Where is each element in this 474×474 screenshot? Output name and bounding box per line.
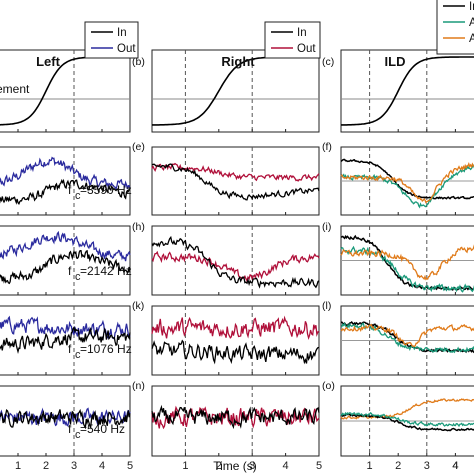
left-in-r1 <box>0 178 131 206</box>
freq-f-0: f <box>68 183 72 197</box>
legend-ild-label-0: In <box>469 1 474 13</box>
left-out-r2 <box>0 230 131 262</box>
legend-ild-label-2: AC <box>469 33 474 45</box>
axes-box-r0c0 <box>0 49 131 133</box>
panel-label-8: (n) <box>132 380 145 392</box>
freq-value-1: =2142 Hz <box>80 264 132 278</box>
movement-curve-c2 <box>341 56 474 126</box>
xtick-label-c1-1: 1 <box>182 460 188 472</box>
legend-left-label-0: In <box>117 27 127 39</box>
axes-box-r2c0 <box>0 225 131 296</box>
panel-label-7: (l) <box>322 300 331 312</box>
xtick-label-c2-4b: 4 <box>452 460 458 472</box>
xtick-label-c1-3: 3 <box>249 460 255 472</box>
ild-in-r1 <box>340 158 474 200</box>
freq-f-2: f <box>68 342 72 356</box>
title-ild: ILD <box>385 54 406 69</box>
panel-label-2: (e) <box>132 141 145 153</box>
axes-box-r4c1 <box>151 385 320 457</box>
xtick-label-c1-2: 2 <box>216 460 222 472</box>
xtick-label-c0-4: 4 <box>99 460 105 472</box>
left-out-r4 <box>0 407 131 427</box>
title-left: Left <box>36 54 61 69</box>
xtick-label-c2-4: 4 <box>452 460 458 472</box>
xtick-label-c0-1: 1 <box>15 460 21 472</box>
xtick-label-c0-2: 2 <box>43 460 49 472</box>
ild-ad-r4 <box>340 411 474 428</box>
axes-box-r1c1 <box>151 146 320 216</box>
freq-c-1: c <box>75 271 81 283</box>
legend-right-label-0: In <box>297 27 307 39</box>
left-in-r3 <box>0 325 131 354</box>
legend-ild: In AD AC <box>436 0 474 55</box>
panel-label-3: (f) <box>322 141 332 153</box>
legend-ild-box <box>436 0 474 55</box>
legend-right: In Out <box>264 21 321 59</box>
xtick-label-c2-2: 2 <box>395 460 401 472</box>
title-right: Right <box>221 54 255 69</box>
freq-c-3: c <box>75 429 81 441</box>
right-out-r1 <box>151 162 320 182</box>
axes-box-r4c0 <box>0 385 131 457</box>
right-in-r4 <box>151 404 320 430</box>
right-in-r1 <box>151 163 320 201</box>
xtick-label-c1-5: 5 <box>316 460 322 472</box>
series-layer <box>0 56 474 432</box>
legend-right-label-1: Out <box>297 43 316 55</box>
panel-label-1: (c) <box>322 56 334 68</box>
xtick-label-c0-5: 5 <box>127 460 133 472</box>
panel-label-0: (b) <box>132 56 145 68</box>
left-in-r4 <box>0 408 131 430</box>
left-in-r2 <box>0 249 131 285</box>
panel-label-9: (o) <box>322 380 335 392</box>
freq-c-0: c <box>75 190 81 202</box>
x-axis-label: Time (s) <box>213 459 257 473</box>
right-out-r3 <box>151 315 320 341</box>
freq-f-1: f <box>68 264 72 278</box>
right-in-r2 <box>151 235 320 289</box>
xtick-label-c2-1: 1 <box>367 460 373 472</box>
panel-label-5: (i) <box>322 221 331 233</box>
movement-label: ement <box>0 82 30 96</box>
right-in-r3 <box>151 339 320 365</box>
xtick-label-c1-4: 4 <box>283 460 289 472</box>
legend-left-box <box>84 21 139 59</box>
ild-in-r2 <box>340 234 474 291</box>
panel-label-6: (k) <box>132 300 144 312</box>
axes-box-r3c1 <box>151 305 320 376</box>
freq-value-2: =1076 Hz <box>80 342 132 356</box>
freq-value-3: =540 Hz <box>80 422 125 436</box>
axes-layer <box>0 49 474 457</box>
axes-box-r0c1 <box>151 49 320 133</box>
right-out-r4 <box>151 405 320 430</box>
axes-box-r3c0 <box>0 305 131 376</box>
panel-label-4: (h) <box>132 221 145 233</box>
axes-box-r0c2 <box>340 49 474 133</box>
axes-box-r1c0 <box>0 146 131 216</box>
left-out-r1 <box>0 156 131 191</box>
ild-ac-r2 <box>340 244 474 281</box>
legend-right-box <box>264 21 321 59</box>
xtick-label-c0-3: 3 <box>71 460 77 472</box>
right-out-r2 <box>151 250 320 283</box>
freq-value-0: =3590 Hz <box>80 183 132 197</box>
xtick-label-c2-3: 3 <box>424 460 430 472</box>
freq-c-2: c <box>75 349 81 361</box>
legend-ild-label-1: AD <box>469 17 474 29</box>
ild-ac-r1 <box>340 161 474 204</box>
legend-left: In Out <box>84 21 139 59</box>
ild-ac-r3 <box>340 323 474 348</box>
axes-box-r2c1 <box>151 225 320 296</box>
legend-left-label-1: Out <box>117 43 136 55</box>
freq-f-3: f <box>68 422 72 436</box>
ild-ad-r2 <box>340 245 474 293</box>
